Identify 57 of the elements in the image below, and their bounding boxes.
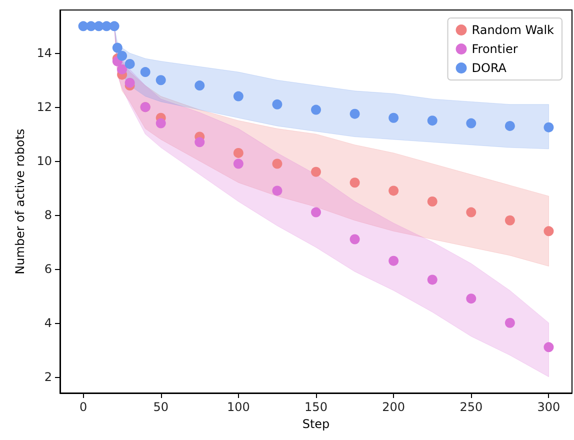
- x-tick-label: 100: [226, 400, 250, 414]
- y-tick-label: 4: [44, 316, 52, 330]
- point: [427, 274, 438, 285]
- legend-label: Random Walk: [472, 23, 554, 37]
- point: [544, 122, 554, 132]
- point: [388, 186, 399, 196]
- point: [350, 178, 360, 188]
- point: [124, 58, 135, 69]
- point: [233, 148, 244, 158]
- y-tick-label: 14: [36, 46, 52, 60]
- point: [427, 116, 438, 126]
- y-tick-label: 10: [36, 154, 52, 168]
- y-tick-label: 2: [44, 370, 52, 384]
- point: [233, 158, 244, 169]
- x-tick-label: 150: [304, 400, 328, 414]
- point: [272, 186, 282, 196]
- point: [233, 91, 244, 102]
- point: [544, 342, 554, 352]
- point: [388, 112, 399, 123]
- x-tick-label: 250: [460, 400, 483, 414]
- legend-label: DORA: [472, 61, 508, 75]
- point: [124, 78, 135, 88]
- point: [350, 108, 360, 119]
- point: [504, 120, 515, 131]
- point: [272, 158, 282, 169]
- x-tick-label: 0: [79, 400, 88, 414]
- y-axis-title: Number of active robots: [12, 128, 27, 274]
- point: [311, 104, 321, 115]
- point: [311, 166, 321, 177]
- point: [117, 50, 128, 61]
- x-tick-label: 200: [382, 400, 406, 414]
- point: [544, 226, 554, 236]
- x-axis-title: Step: [302, 416, 330, 431]
- x-tick-label: 50: [153, 400, 168, 414]
- point: [504, 215, 515, 226]
- point: [427, 196, 438, 206]
- y-tick-label: 8: [44, 208, 52, 222]
- point: [350, 234, 360, 244]
- point: [194, 80, 205, 91]
- x-tick-label: 300: [537, 400, 560, 414]
- y-tick-label: 12: [36, 100, 52, 114]
- point: [117, 64, 128, 74]
- point: [272, 99, 282, 110]
- point: [194, 137, 205, 148]
- point: [156, 118, 166, 128]
- point: [466, 118, 476, 128]
- point: [311, 207, 321, 218]
- point: [109, 21, 120, 32]
- point: [466, 294, 476, 304]
- point: [504, 318, 515, 328]
- point: [140, 67, 150, 78]
- point: [112, 42, 122, 53]
- point: [156, 75, 166, 86]
- point: [388, 256, 399, 266]
- point: [466, 207, 476, 218]
- y-tick-label: 6: [44, 262, 52, 276]
- legend-label: Frontier: [472, 42, 518, 56]
